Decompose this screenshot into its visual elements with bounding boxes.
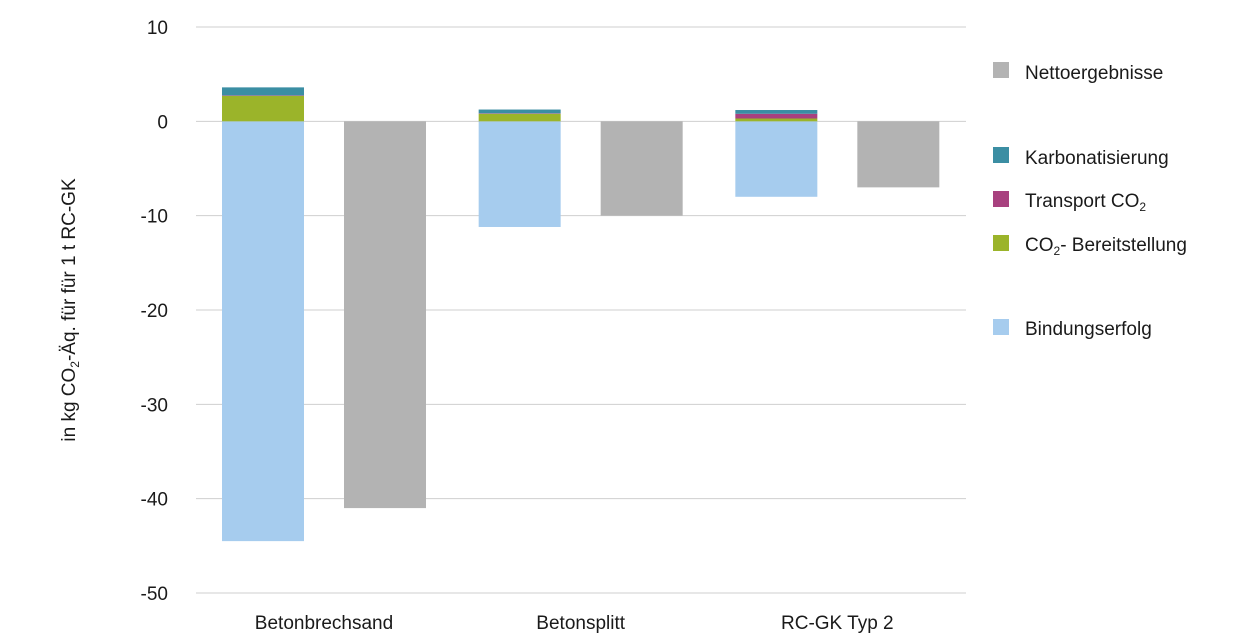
bar-segment bbox=[735, 121, 818, 197]
legend-swatch-karbonatisierung bbox=[993, 147, 1009, 163]
bar-segment bbox=[478, 113, 561, 122]
bar-net bbox=[600, 121, 683, 216]
legend-label-karbonatisierung: Karbonatisierung bbox=[1025, 148, 1169, 169]
bar-segment bbox=[222, 121, 304, 542]
x-axis-categories: Betonbrechsand Betonsplitt RC-GK Typ 2 bbox=[255, 613, 894, 634]
legend-swatch-bereitstellung bbox=[993, 235, 1009, 251]
x-category-label: Betonbrechsand bbox=[255, 613, 393, 634]
bar-segment bbox=[735, 118, 818, 122]
gridlines bbox=[196, 26, 966, 594]
legend-item-bindungserfolg: Bindungserfolg bbox=[993, 319, 1152, 340]
bar-segment bbox=[222, 87, 304, 96]
legend-swatch-net bbox=[993, 62, 1009, 78]
legend-label-transport: Transport CO2 bbox=[1025, 191, 1146, 214]
bar-segment bbox=[478, 121, 561, 227]
y-tick-label: -50 bbox=[141, 584, 168, 605]
y-tick-label: -40 bbox=[141, 490, 168, 511]
y-tick-label: 10 bbox=[147, 18, 168, 39]
legend-swatch-bindungserfolg bbox=[993, 319, 1009, 335]
y-tick-label: -30 bbox=[141, 395, 168, 416]
bar-net bbox=[344, 121, 426, 509]
y-tick-label: 0 bbox=[157, 112, 168, 133]
y-tick-label: -20 bbox=[141, 301, 168, 322]
y-axis-title: in kg CO2-Äq. für für 1 t RC-GK bbox=[59, 178, 82, 442]
legend-label-bindungserfolg: Bindungserfolg bbox=[1025, 319, 1152, 340]
bar-segment bbox=[735, 110, 818, 114]
x-category-label: RC-GK Typ 2 bbox=[781, 613, 894, 634]
bar-segment bbox=[478, 109, 561, 114]
legend-label-bereitstellung: CO2- Bereitstellung bbox=[1025, 235, 1187, 258]
legend-label-net: Nettoergebnisse bbox=[1025, 63, 1163, 84]
legend-item-transport: Transport CO2 bbox=[993, 191, 1146, 214]
y-axis-ticks: 10 0 -10 -20 -30 -40 -50 bbox=[141, 18, 168, 605]
legend-item-karbonatisierung: Karbonatisierung bbox=[993, 147, 1169, 169]
legend-item-bereitstellung: CO2- Bereitstellung bbox=[993, 235, 1187, 258]
bar-segment bbox=[222, 95, 304, 122]
x-category-label: Betonsplitt bbox=[536, 613, 625, 634]
bar-segment bbox=[735, 113, 818, 119]
y-tick-label: -10 bbox=[141, 207, 168, 228]
bar-net bbox=[857, 121, 940, 188]
bars bbox=[222, 87, 940, 542]
legend-item-net: Nettoergebnisse bbox=[993, 62, 1163, 84]
legend-swatch-transport bbox=[993, 191, 1009, 207]
legend: Nettoergebnisse Karbonatisierung Transpo… bbox=[993, 62, 1187, 340]
